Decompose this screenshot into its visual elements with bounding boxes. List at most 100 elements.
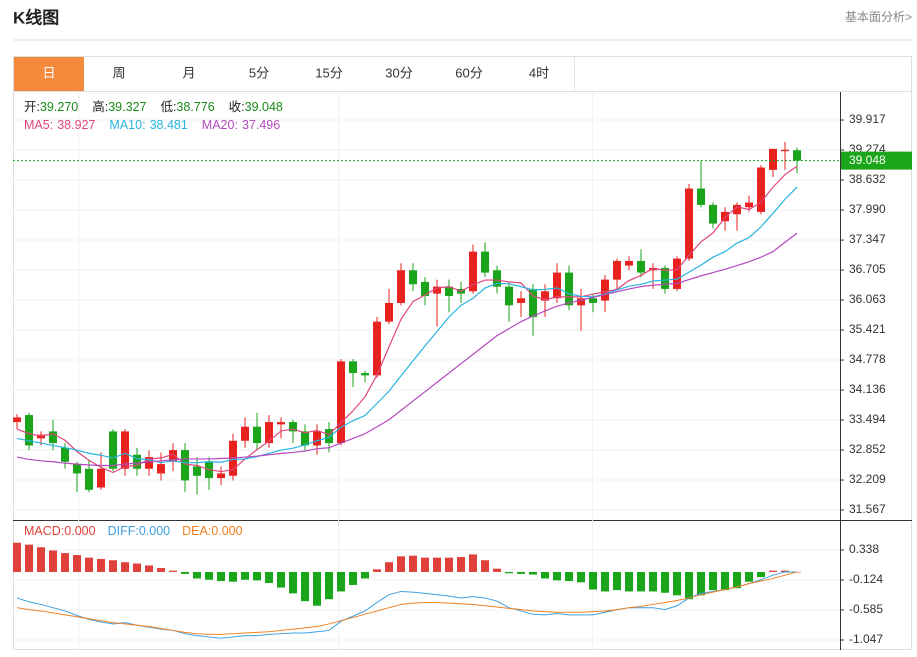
candle-body	[133, 454, 141, 469]
candle-body	[361, 373, 369, 376]
legend-entry: 低:38.776	[160, 100, 214, 114]
macd-bar	[373, 569, 381, 572]
macd-bar	[409, 555, 417, 572]
macd-bar	[505, 571, 513, 574]
y-tick-label: 32.209	[849, 472, 886, 486]
macd-bar	[13, 542, 21, 572]
candle-body	[145, 457, 153, 469]
legend-value: 0.000	[64, 524, 95, 538]
candle-body	[13, 417, 21, 423]
macd-bar	[577, 571, 585, 583]
macd-bar	[85, 557, 93, 572]
legend-entry: MA10: 38.481	[109, 118, 187, 132]
candle-body	[529, 288, 537, 317]
candle-body	[757, 167, 765, 212]
macd-bar	[529, 571, 537, 575]
macd-bar	[649, 571, 657, 592]
legend-entry: 高:39.327	[92, 99, 146, 114]
candle-body	[97, 468, 105, 488]
legend-label: MA5:	[24, 118, 53, 132]
candle-body	[505, 286, 513, 306]
candle-body	[241, 426, 249, 441]
tab[interactable]	[14, 57, 84, 91]
macd-line	[16, 571, 797, 639]
macd-bar	[49, 550, 57, 572]
tab[interactable]	[364, 57, 434, 91]
tab[interactable]	[154, 57, 224, 91]
candle-body	[721, 211, 729, 222]
candle-body	[589, 298, 597, 303]
macd-bar	[145, 565, 153, 572]
macd-bar	[133, 563, 141, 572]
y-tick-label: -0.124	[849, 572, 883, 586]
macd-bar	[781, 570, 789, 572]
candle-body	[397, 270, 405, 303]
chart-frame	[13, 56, 912, 650]
y-tick-label: 37.990	[849, 202, 886, 216]
tab-label[interactable]: 月	[182, 65, 195, 80]
y-tick-label: 32.852	[849, 442, 886, 456]
macd-bar	[241, 571, 249, 580]
tab-label[interactable]: 30分	[385, 65, 412, 80]
tab-label[interactable]: 5分	[249, 65, 269, 80]
macd-bar	[733, 571, 741, 589]
tab-label[interactable]: 4时	[529, 65, 549, 80]
candle-body	[373, 321, 381, 376]
y-tick-label: 33.494	[849, 412, 886, 426]
tab-label[interactable]: 周	[112, 65, 125, 80]
macd-bar	[565, 571, 573, 582]
y-tick-label: 37.347	[849, 232, 886, 246]
legend-entry: MACD:0.000	[24, 524, 96, 538]
macd-bar	[493, 568, 501, 572]
legend-label: 收:	[229, 100, 245, 114]
analysis-link[interactable]: 基本面分析>	[845, 10, 912, 24]
candle-body	[349, 361, 357, 374]
legend-label: MA10:	[109, 118, 145, 132]
macd-bar	[25, 544, 33, 572]
legend-label: 低:	[160, 100, 176, 114]
tab[interactable]	[434, 57, 504, 91]
tab[interactable]	[504, 57, 574, 91]
candle-body	[649, 267, 657, 271]
tab[interactable]	[84, 57, 154, 91]
macd-bar	[541, 571, 549, 579]
candle-body	[49, 431, 57, 444]
tab-label[interactable]: 15分	[315, 65, 342, 80]
macd-bar	[37, 547, 45, 572]
vertical-grid	[78, 92, 593, 650]
candle-body	[409, 270, 417, 285]
macd-bar	[97, 558, 105, 572]
candle-body	[253, 426, 261, 444]
candle-body	[73, 464, 81, 474]
macd-bar	[253, 571, 261, 581]
legend-entry: MA5: 38.927	[24, 118, 95, 132]
legend-entry: 收:39.048	[229, 100, 283, 114]
macd-bar	[277, 571, 285, 588]
legend-value: 39.270	[40, 100, 78, 114]
macd-line	[16, 571, 798, 635]
legend-entry: MA20: 37.496	[202, 118, 280, 132]
macd-bar	[721, 571, 729, 591]
tab-label[interactable]: 60分	[455, 65, 482, 80]
candle-body	[121, 431, 129, 469]
last-price-label: 39.048	[849, 153, 886, 167]
macd-bar	[481, 560, 489, 572]
macd-bar	[697, 571, 705, 596]
candle-body	[781, 149, 789, 152]
macd-bar	[121, 562, 129, 572]
macd-bar	[169, 570, 177, 572]
y-tick-label: 31.567	[849, 502, 886, 516]
legend-value: 38.481	[150, 118, 188, 132]
tab[interactable]	[224, 57, 294, 91]
legend-label: MACD:	[24, 524, 64, 538]
candle-body	[565, 272, 573, 306]
candle-body	[613, 260, 621, 280]
legend-label: 高:	[92, 99, 108, 114]
candle-body	[433, 286, 441, 294]
ma-line	[16, 165, 798, 474]
tab[interactable]	[294, 57, 364, 91]
legend-label: DEA:	[182, 524, 211, 538]
tab-label[interactable]: 日	[42, 65, 55, 80]
candle-body	[709, 204, 717, 224]
